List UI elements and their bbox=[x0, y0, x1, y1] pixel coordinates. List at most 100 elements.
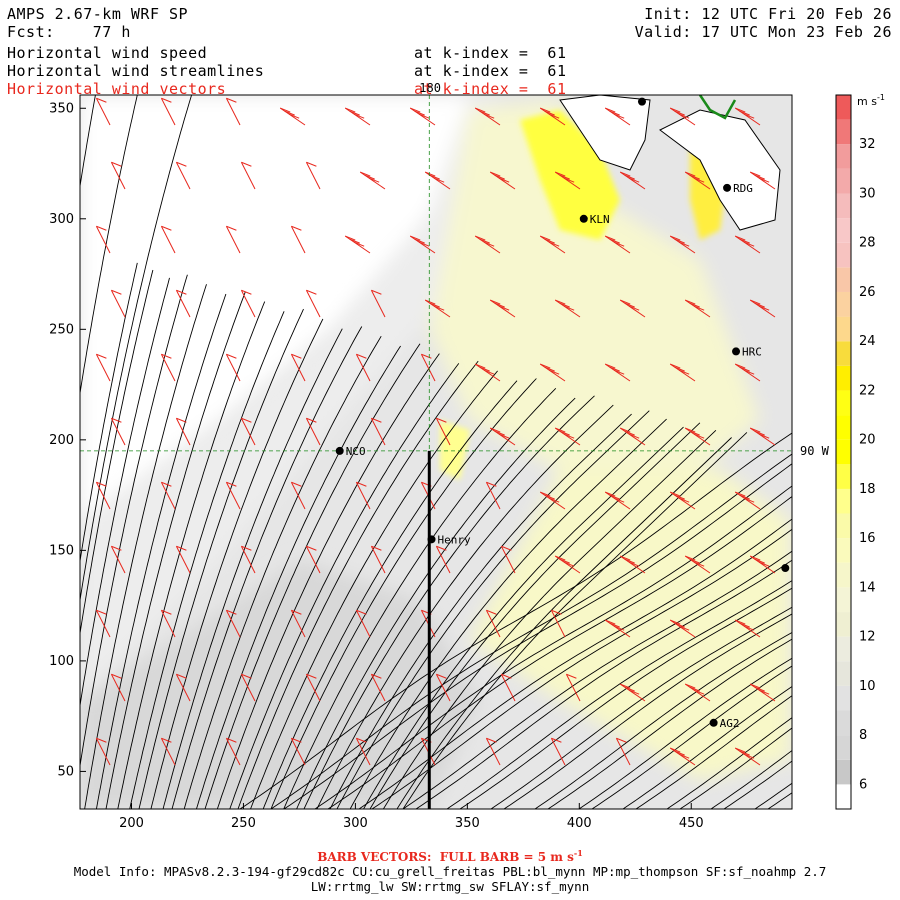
wind-barb bbox=[355, 353, 371, 382]
colorbar-band bbox=[836, 95, 851, 120]
colorbar-band bbox=[836, 119, 851, 145]
streamline bbox=[237, 360, 479, 809]
wind-barb bbox=[734, 747, 761, 766]
wind-barb bbox=[554, 555, 581, 574]
streamline bbox=[229, 363, 460, 809]
wind-barb bbox=[669, 491, 696, 510]
wind-barb bbox=[749, 683, 776, 702]
streamline bbox=[0, 88, 29, 640]
streamline bbox=[534, 631, 792, 809]
streamline bbox=[270, 378, 537, 809]
colorbar-tick-label: 10 bbox=[859, 679, 876, 694]
wind-barb bbox=[370, 289, 386, 318]
colorbar-unit: m s-1 bbox=[857, 93, 885, 108]
streamline bbox=[635, 695, 792, 809]
wind-barb bbox=[669, 747, 696, 766]
wind-barbs bbox=[95, 97, 776, 766]
streamline bbox=[95, 293, 227, 809]
streamline bbox=[358, 518, 792, 809]
wind-barb bbox=[420, 353, 436, 382]
colorbar-band bbox=[836, 538, 851, 563]
field-level-streamlines: at k-index = 61 bbox=[414, 62, 567, 80]
wind-barb bbox=[279, 107, 306, 126]
colorbar-band bbox=[836, 415, 851, 440]
colorbar-band bbox=[836, 710, 851, 736]
wind-barb bbox=[485, 609, 501, 638]
wind-barb bbox=[240, 417, 256, 446]
wind-barb bbox=[485, 737, 501, 766]
streamline bbox=[349, 418, 667, 809]
streamlines bbox=[0, 88, 792, 809]
streamline bbox=[547, 638, 792, 809]
wind-barb bbox=[669, 619, 696, 638]
colorbar-tick-label: 6 bbox=[859, 777, 867, 792]
streamline bbox=[239, 432, 792, 809]
colorbar-band bbox=[836, 168, 851, 194]
wind-barb bbox=[225, 97, 241, 126]
colorbar-band bbox=[836, 784, 851, 809]
wind-barb bbox=[489, 171, 516, 190]
streamline bbox=[767, 792, 792, 809]
x-tick-label: 400 bbox=[567, 816, 592, 831]
wind-barb bbox=[355, 609, 371, 638]
wind-barb bbox=[290, 609, 306, 638]
streamline bbox=[195, 345, 401, 809]
colorbar-band bbox=[836, 291, 851, 317]
wind-barb bbox=[550, 737, 566, 766]
streamline bbox=[578, 657, 792, 809]
streamline bbox=[138, 308, 304, 809]
wind-barb bbox=[500, 545, 516, 574]
x-tick-label: 350 bbox=[455, 816, 480, 831]
wind-barb bbox=[370, 417, 386, 446]
x-tick-label: 200 bbox=[119, 816, 144, 831]
colorbar-tick-label: 30 bbox=[859, 186, 876, 201]
wind-barb bbox=[619, 427, 646, 446]
streamline bbox=[262, 380, 518, 809]
forecast-hour: Fcst: 77 h bbox=[7, 23, 131, 41]
colorbar-tick-label: 16 bbox=[859, 531, 876, 546]
x-tick-label: 450 bbox=[679, 816, 704, 831]
wind-barb bbox=[110, 673, 126, 702]
wind-barb bbox=[565, 673, 581, 702]
station-marker bbox=[637, 97, 646, 106]
station-label: AG2 bbox=[720, 717, 740, 730]
wind-barb bbox=[160, 353, 176, 382]
wind-barb bbox=[290, 737, 306, 766]
wind-barb bbox=[554, 171, 581, 190]
colorbar-band bbox=[836, 341, 851, 366]
streamline bbox=[402, 550, 792, 809]
streamline bbox=[754, 782, 792, 809]
wind-barb bbox=[749, 427, 776, 446]
wind-barb bbox=[344, 107, 371, 126]
wind-barb bbox=[290, 353, 306, 382]
wind-barb bbox=[160, 481, 176, 510]
wind-barb bbox=[344, 235, 371, 254]
wind-barb bbox=[175, 161, 191, 190]
wind-barb bbox=[669, 363, 696, 382]
streamline bbox=[204, 343, 421, 809]
colorbar-tick-label: 12 bbox=[859, 630, 876, 645]
wind-barb bbox=[684, 683, 711, 702]
wind-barb bbox=[409, 235, 436, 254]
streamline bbox=[327, 495, 792, 809]
colorbar-band bbox=[836, 464, 851, 489]
station-label: RDG bbox=[733, 182, 753, 195]
wind-barb bbox=[175, 289, 191, 318]
station-marker bbox=[723, 183, 732, 192]
streamline bbox=[459, 587, 792, 809]
wind-barb bbox=[225, 225, 241, 254]
plot-frame bbox=[79, 94, 793, 810]
colorbar-band bbox=[836, 193, 851, 219]
streamline bbox=[80, 269, 154, 637]
colorbar-tick-label: 24 bbox=[859, 334, 876, 349]
field-name-vectors: Horizontal wind vectors bbox=[7, 80, 227, 98]
colorbar-band bbox=[836, 144, 851, 169]
model-info-line1: Model Info: MPASv8.2.3-194-gf29cd82c CU:… bbox=[73, 864, 827, 879]
colorbar-band bbox=[836, 513, 851, 539]
streamline bbox=[80, 95, 193, 601]
streamline bbox=[84, 284, 207, 809]
model-info-line2: LW:rrtmg_lw SW:rrtmg_sw SFLAY:sf_mynn bbox=[310, 879, 590, 894]
wind-barb bbox=[435, 545, 451, 574]
colorbar-frame bbox=[835, 94, 852, 810]
wind-barb bbox=[749, 555, 776, 574]
